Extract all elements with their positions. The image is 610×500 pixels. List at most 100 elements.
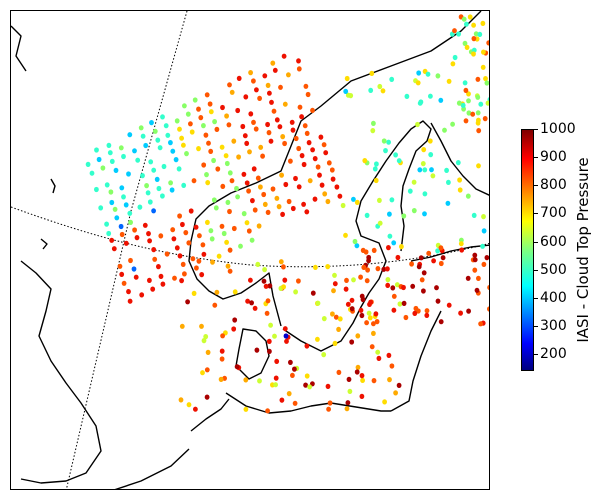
observation-point [257,378,262,384]
observation-point [337,193,343,199]
observation-point [362,158,368,164]
observation-point [332,281,338,287]
observation-point [481,261,487,267]
observation-point [121,194,126,200]
observation-point [94,186,99,193]
observation-point [359,373,365,379]
observation-point [185,111,191,117]
observation-point [457,187,463,193]
observation-point [456,100,462,106]
observation-point [472,252,478,258]
observation-point [260,153,265,159]
colorbar-tick [534,213,538,215]
observation-point [152,128,158,134]
observation-point [473,31,479,37]
observation-point [370,128,376,134]
colorbar-tick-label: 1000 [540,121,576,137]
observation-point [201,123,206,129]
observation-point [284,338,289,344]
observation-point [243,377,249,383]
observation-point [321,142,327,148]
observation-point [296,145,302,152]
colorbar-tick [534,269,538,271]
observation-point [438,97,444,103]
observation-point [387,211,392,217]
observation-point [401,284,406,291]
observation-point [427,138,433,144]
coastline-germany [225,392,391,414]
observation-point [390,285,396,291]
observation-point [199,272,205,278]
observation-point [462,40,468,46]
observation-point [158,273,164,279]
observation-point [455,160,461,166]
observation-point [310,290,316,296]
observation-point [276,204,282,210]
observation-point [206,140,211,146]
observation-point [134,235,140,241]
observation-point [315,164,321,170]
observation-point [274,358,280,364]
observation-point [220,104,225,111]
observation-point [394,282,400,288]
observation-point [301,161,307,168]
colorbar-tick-label: 500 [540,261,567,278]
observation-point [204,172,209,178]
observation-point [310,147,315,153]
observation-point [346,376,352,382]
observation-point [393,390,398,396]
observation-point [293,289,298,295]
observation-point [180,221,185,228]
observation-point [254,347,260,353]
observation-point [211,197,217,203]
observation-point [386,352,392,358]
observation-point [151,247,157,253]
coastline-netherlands [190,398,230,432]
observation-point [458,310,463,316]
observation-point [381,138,387,144]
observation-point [178,397,184,403]
observation-point [265,408,270,414]
observation-point [265,82,271,88]
observation-point [201,162,207,168]
observation-point [336,326,341,332]
observation-point [192,97,198,103]
observation-point [119,185,125,191]
observation-point [173,157,179,163]
observation-point [190,256,196,262]
observation-point [142,222,148,228]
observation-point [255,261,261,267]
observation-point [446,78,452,84]
observation-point [349,339,355,345]
colorbar-tick-label: 700 [540,205,567,222]
observation-point [354,369,360,375]
observation-point [280,211,285,217]
observation-point [133,274,139,280]
observation-point [387,377,392,383]
observation-point [371,120,376,126]
observation-point [332,340,338,346]
observation-point [366,258,371,264]
observation-point [485,100,489,106]
observation-point [464,21,469,27]
observation-point [358,307,364,313]
observation-point [391,240,397,246]
colorbar-tick [534,241,538,243]
observation-point [422,167,428,173]
observation-point [475,76,481,82]
colorbar-tick [534,297,538,299]
observation-point [146,231,151,237]
observation-point [336,369,342,375]
observation-point [207,101,213,107]
observation-point [401,213,407,219]
observation-point [333,314,339,320]
observation-point [481,214,486,220]
observation-point [348,93,354,99]
observation-point [445,200,451,206]
observation-point [210,259,215,265]
graticule-meridian [65,11,188,489]
observation-point [474,287,480,293]
observation-point [313,264,318,270]
observation-point [304,373,310,379]
observation-point [221,230,227,237]
